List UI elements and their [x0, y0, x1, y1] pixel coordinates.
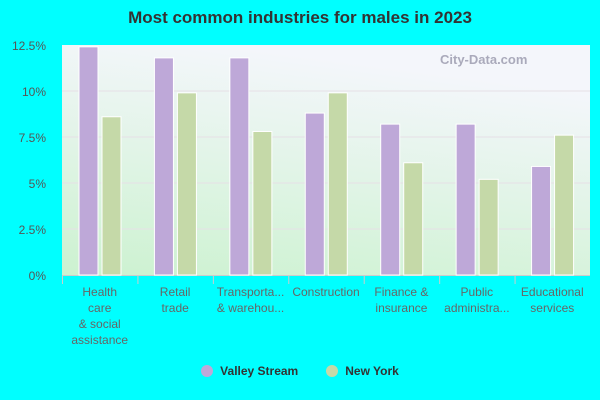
x-tick-label: Retail trade [160, 285, 191, 315]
bar-valley-stream [153, 57, 174, 276]
y-tick-label: 10% [22, 85, 46, 99]
y-tick-label: 5% [29, 177, 47, 191]
x-tick-label: Construction [292, 285, 359, 299]
bar-valley-stream [229, 57, 250, 276]
bar-chart: 0% 2.5% 5% 7.5% 10% 12.5% Health care & social as… [12, 39, 590, 347]
bar-new-york [554, 134, 575, 276]
legend: Valley Stream New York [0, 364, 600, 378]
bar-valley-stream [78, 46, 99, 276]
legend-label: Valley Stream [220, 364, 299, 378]
legend-swatch [201, 365, 214, 377]
plot-area [62, 45, 590, 275]
legend-label: New York [345, 364, 399, 378]
legend-item-new-york: New York [326, 364, 399, 378]
y-tick-label: 12.5% [12, 39, 46, 53]
bar-new-york [327, 92, 348, 276]
bar-new-york [101, 116, 122, 276]
bar-new-york [478, 178, 499, 276]
y-tick-label: 7.5% [19, 131, 47, 145]
y-tick-label: 0% [29, 269, 47, 283]
x-tick-label: Educational services [521, 285, 584, 315]
chart-title: Most common industries for males in 2023 [128, 8, 472, 27]
bar-valley-stream [304, 112, 325, 276]
bar-valley-stream [380, 123, 401, 276]
x-tick-label: Public administra... [444, 285, 509, 315]
x-tick-label: Health care & social assistance [71, 285, 128, 347]
x-tick-label: Finance & insurance [374, 285, 428, 315]
bar-valley-stream [531, 165, 552, 276]
bar-valley-stream [455, 123, 476, 276]
y-tick-label: 2.5% [19, 223, 47, 237]
bar-new-york [252, 130, 273, 276]
legend-swatch [326, 365, 339, 377]
bar-new-york [403, 162, 424, 276]
watermark: City-Data.com [440, 52, 528, 67]
legend-item-valley-stream: Valley Stream [201, 364, 298, 378]
bar-new-york [176, 92, 197, 276]
x-tick-label: Transporta... & warehou... [217, 285, 285, 315]
